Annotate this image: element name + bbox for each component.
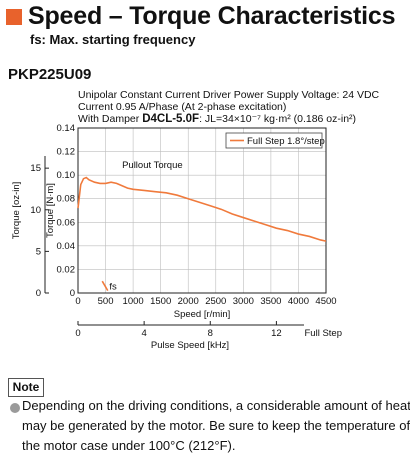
secondary-x-tick-label: 4 bbox=[141, 328, 146, 339]
series-line bbox=[77, 176, 327, 242]
condition-damper: With Damper D4CL-5.0F: JL=34×10⁻⁷ kg·m² … bbox=[78, 113, 356, 125]
secondary-x-axis-title: Pulse Speed [kHz] bbox=[151, 340, 229, 351]
x-tick-label: 3500 bbox=[260, 296, 281, 307]
x-tick-label: 2500 bbox=[205, 296, 226, 307]
model-name: PKP225U09 bbox=[8, 66, 92, 83]
x-tick-label: 1000 bbox=[123, 296, 144, 307]
damper-prefix: With Damper bbox=[78, 113, 143, 125]
secondary-x-tick-label: 0 bbox=[75, 328, 80, 339]
page-subtitle: fs: Max. starting frequency bbox=[30, 32, 196, 47]
secondary-y-tick-label: 5 bbox=[36, 246, 41, 257]
annotation-fs: fs bbox=[109, 281, 117, 292]
secondary-y-tick-label: 10 bbox=[30, 205, 41, 216]
fs-marker bbox=[101, 280, 109, 292]
note-text-line-1: Depending on the driving conditions, a c… bbox=[22, 398, 410, 413]
legend-box bbox=[225, 132, 323, 149]
y-tick-label: 0.10 bbox=[57, 170, 76, 181]
x-tick-label: 4500 bbox=[315, 296, 336, 307]
plot-frame bbox=[77, 127, 327, 294]
legend-label: Full Step 1.8°/step bbox=[247, 136, 325, 147]
x-tick-label: 2000 bbox=[178, 296, 199, 307]
bullet-icon bbox=[10, 403, 20, 413]
secondary-y-tick-label: 15 bbox=[30, 163, 41, 174]
header-accent-square bbox=[6, 9, 22, 25]
note-text-line-3: the motor case under 100°C (212°F). bbox=[22, 438, 236, 453]
annotation-pullout-torque: Pullout Torque bbox=[122, 160, 183, 171]
page-title: Speed – Torque Characteristics bbox=[28, 2, 396, 30]
y-tick-label: 0.12 bbox=[57, 147, 76, 158]
secondary-x-end-label: Full Step bbox=[305, 328, 343, 339]
x-tick-label: 0 bbox=[75, 296, 80, 307]
secondary-y-axis-title: Torque [oz-in] bbox=[11, 182, 22, 240]
y-tick-label: 0.06 bbox=[57, 217, 76, 228]
damper-model: D4CL-5.0F bbox=[142, 113, 200, 125]
damper-inertia: : JL=34×10⁻⁷ kg·m² (0.186 oz-in²) bbox=[199, 113, 357, 125]
y-tick-label: 0 bbox=[70, 288, 75, 299]
y-axis-title: Torque [N·m] bbox=[45, 183, 56, 238]
y-tick-label: 0.04 bbox=[57, 241, 76, 252]
y-tick-label: 0.02 bbox=[57, 264, 76, 275]
secondary-x-tick-label: 12 bbox=[271, 328, 282, 339]
condition-driver: Unipolar Constant Current Driver Power S… bbox=[78, 89, 380, 101]
secondary-y-tick-label: 0 bbox=[36, 288, 41, 299]
x-tick-label: 3000 bbox=[233, 296, 254, 307]
x-tick-label: 500 bbox=[98, 296, 114, 307]
secondary-x-tick-label: 8 bbox=[208, 328, 213, 339]
x-tick-label: 4000 bbox=[288, 296, 309, 307]
x-tick-label: 1500 bbox=[150, 296, 171, 307]
x-axis-title: Speed [r/min] bbox=[174, 309, 231, 320]
y-tick-label: 0.14 bbox=[57, 123, 76, 134]
y-tick-label: 0.08 bbox=[57, 194, 76, 205]
note-text-line-2: may be generated by the motor. Be sure t… bbox=[22, 418, 410, 433]
note-label: Note bbox=[8, 378, 44, 397]
condition-current: Current 0.95 A/Phase (At 2-phase excitat… bbox=[78, 101, 287, 113]
